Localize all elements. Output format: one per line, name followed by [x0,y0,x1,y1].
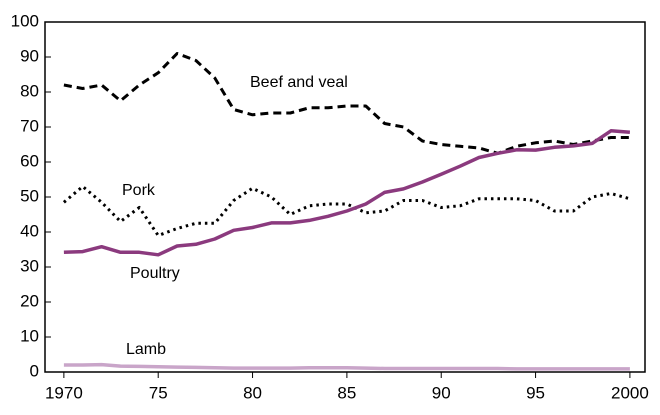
y-tick-label: 0 [30,361,39,380]
x-tick-label: 90 [432,383,451,402]
x-tick-label: 1970 [45,383,83,402]
x-tick-label: 95 [526,383,545,402]
y-tick-label: 80 [20,81,39,100]
y-tick-label: 40 [20,221,39,240]
series-line [63,362,630,371]
y-tick-label: 90 [20,46,39,65]
series-line [63,129,631,257]
series-line [63,52,630,155]
y-tick-label: 100 [11,11,39,30]
series-label: Pork [122,182,156,199]
y-tick-label: 30 [20,256,39,275]
series-label: Beef and veal [250,74,348,91]
y-tick-label: 20 [20,291,39,310]
x-tick-label: 85 [337,383,356,402]
series-label: Poultry [130,265,180,282]
series-label: Lamb [126,341,166,358]
y-tick-label: 10 [20,326,39,345]
x-tick-label: 80 [243,383,262,402]
x-tick-label: 75 [149,383,168,402]
y-tick-label: 60 [20,151,39,170]
y-tick-label: 70 [20,116,39,135]
x-tick-label: 2000 [611,383,649,402]
y-tick-label: 50 [20,186,39,205]
